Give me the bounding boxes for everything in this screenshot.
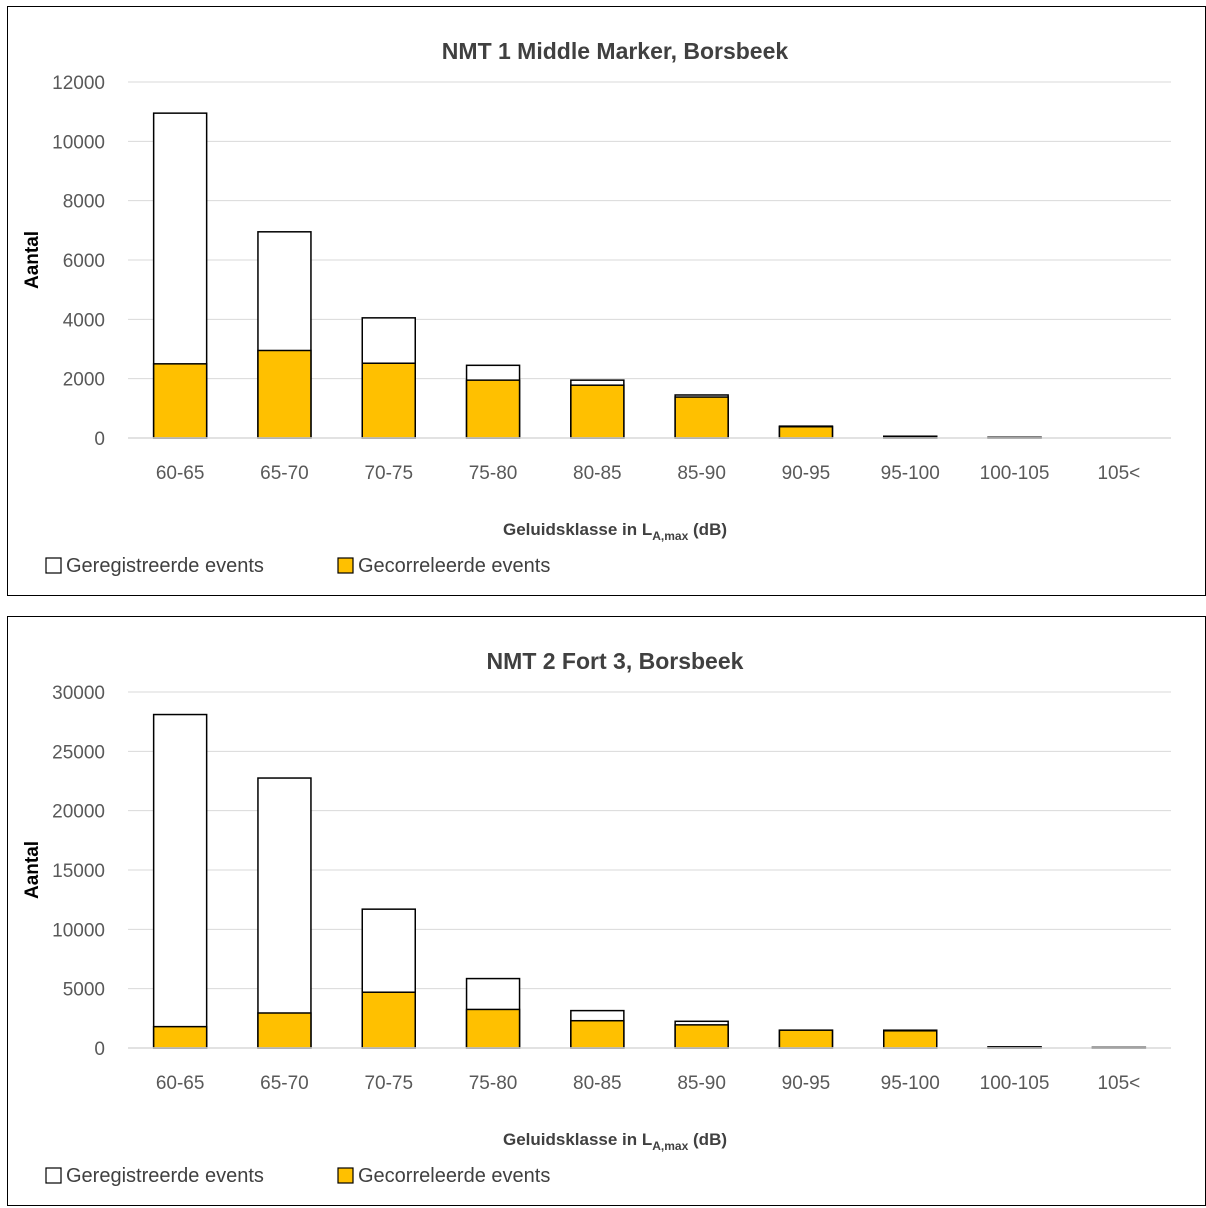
chart-1-legend-label-registered: Geregistreerde events [66,555,264,577]
chart-1-x-tick-label: 65-70 [260,463,309,484]
chart-1-y-tick-label: 12000 [52,73,105,94]
chart-1-y-tick-label: 0 [94,429,105,450]
chart-1-legend-swatch-registered [45,557,62,574]
chart-2-bar-registered [152,713,208,1049]
chart-2-y-tick-label: 25000 [52,742,105,763]
chart-1-legend-swatch-correlated [337,557,354,574]
chart-2-x-axis-label-tail: (dB) [688,1130,727,1149]
chart-1-x-tick-label: 80-85 [573,463,622,484]
chart-1-bar-correlated [465,379,521,439]
chart-2-legend-label-correlated: Gecorreleerde events [358,1165,550,1187]
chart-2-x-tick-label: 85-90 [677,1073,726,1094]
chart-1-x-tick-label: 60-65 [156,463,205,484]
chart-1-x-axis-label-sub: A,max [652,529,688,543]
chart-1-title: NMT 1 Middle Marker, Borsbeek [442,38,789,64]
chart-2-y-tick-label: 30000 [52,683,105,704]
chart-2-bar-correlated [465,1008,521,1049]
chart-2-y-tick-label: 5000 [63,980,105,1001]
chart-1-x-tick-label: 95-100 [881,463,940,484]
chart-2-bar-correlated [570,1019,625,1049]
chart-1-x-axis-label: Geluidsklasse in LA,max (dB) [503,520,727,543]
chart-2-y-tick-label: 0 [94,1039,105,1060]
chart-1-x-tick-label: 100-105 [980,463,1050,484]
chart-2-bar-registered [257,777,312,1049]
chart-1-bar-correlated [257,349,312,439]
chart-2-legend-label-registered: Geregistreerde events [66,1165,264,1187]
chart-1-y-tick-label: 2000 [63,370,105,391]
chart-2-y-axis-label: Aantal [22,841,43,899]
chart-2-x-axis-label-main: Geluidsklasse in L [503,1130,652,1149]
chart-2-bar-correlated [257,1012,312,1049]
chart-1-x-tick-label: 85-90 [677,463,726,484]
chart-1-x-axis-label-tail: (dB) [688,520,727,539]
chart-2-x-tick-label: 95-100 [881,1073,940,1094]
chart-1-bar-correlated [674,396,729,439]
chart-1-y-tick-label: 6000 [63,251,105,272]
chart-1-y-tick-label: 4000 [63,310,105,331]
chart-1-bar-correlated [152,363,208,439]
chart-1-svg: NMT 1 Middle Marker, Borsbeek 0 2000 4000 6… [22,38,1171,577]
chart-1-bar-correlated [570,384,625,439]
chart-2-y-tick-label: 15000 [52,861,105,882]
chart-1-x-tick-label: 105< [1097,463,1140,484]
chart-1-legend-label-correlated: Gecorreleerde events [358,555,550,577]
chart-2-x-axis-label: Geluidsklasse in LA,max (dB) [503,1130,727,1153]
chart-1-x-tick-label: 70-75 [364,463,413,484]
chart-1-x-axis-label-main: Geluidsklasse in L [503,520,652,539]
chart-1-x-tick-label: 75-80 [469,463,518,484]
chart-1-bar-correlated [778,425,834,439]
chart-1-y-tick-label: 8000 [63,192,105,213]
chart-2-title: NMT 2 Fort 3, Borsbeek [487,648,744,674]
chart-2-bar-correlated [361,991,416,1049]
chart-2-x-tick-label: 80-85 [573,1073,622,1094]
chart-2-bar-correlated [883,1030,938,1049]
chart-2-x-tick-label: 70-75 [364,1073,413,1094]
chart-2-x-axis-label-sub: A,max [652,1139,688,1153]
chart-2-x-tick-label: 65-70 [260,1073,309,1094]
chart-1-x-tick-label: 90-95 [782,463,831,484]
chart-2-x-tick-label: 90-95 [782,1073,831,1094]
chart-panel-1: NMT 1 Middle Marker, Borsbeek 0 2000 4000 6… [7,6,1206,596]
chart-2-legend-swatch-correlated [337,1167,354,1184]
chart-2-x-tick-label: 75-80 [469,1073,518,1094]
chart-2-bar-correlated [152,1025,208,1049]
chart-2-legend-swatch-registered [45,1167,62,1184]
chart-1-bar-correlated [361,362,416,439]
chart-1-y-axis-label: Aantal [22,231,43,289]
chart-1-y-tick-label: 10000 [52,132,105,153]
chart-2-svg: NMT 2 Fort 3, Borsbeek 0 5000 10000 15000 20… [22,648,1171,1187]
chart-2-bar-correlated [674,1024,729,1049]
chart-2-x-tick-label: 100-105 [980,1073,1050,1094]
chart-2-x-tick-label: 60-65 [156,1073,205,1094]
chart-2-x-tick-label: 105< [1097,1073,1140,1094]
chart-panel-2: NMT 2 Fort 3, Borsbeek 0 5000 10000 15000 20… [7,616,1206,1206]
chart-2-y-tick-label: 10000 [52,920,105,941]
chart-2-y-tick-label: 20000 [52,802,105,823]
chart-2-bar-correlated [778,1029,834,1049]
